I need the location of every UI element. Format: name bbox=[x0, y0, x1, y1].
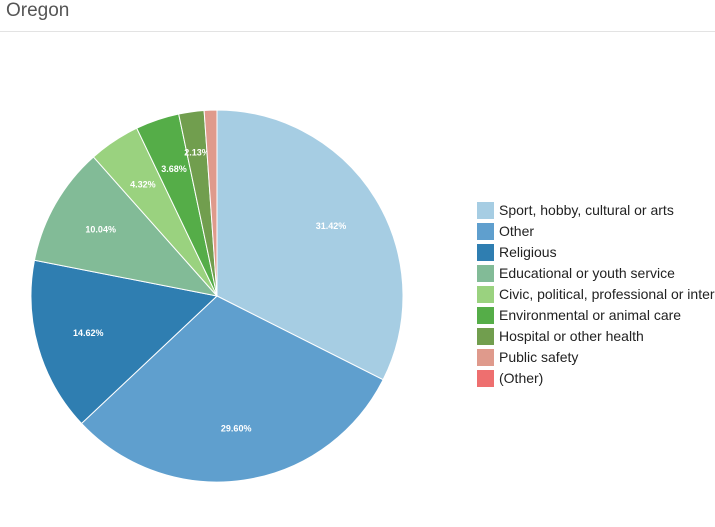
legend-swatch bbox=[477, 265, 494, 282]
legend-item-8[interactable]: (Other) bbox=[477, 368, 715, 389]
legend-swatch bbox=[477, 328, 494, 345]
legend-label: Educational or youth service bbox=[499, 265, 675, 281]
legend-swatch bbox=[477, 223, 494, 240]
legend-label: Sport, hobby, cultural or arts bbox=[499, 202, 674, 218]
legend-swatch bbox=[477, 349, 494, 366]
legend-swatch bbox=[477, 307, 494, 324]
pie-slice-7[interactable] bbox=[203, 109, 218, 297]
pie-slice-1[interactable] bbox=[80, 295, 384, 483]
legend-item-1[interactable]: Other bbox=[477, 221, 715, 242]
legend-label: Other bbox=[499, 223, 535, 239]
legend-item-5[interactable]: Environmental or animal care bbox=[477, 305, 715, 326]
slice-label-6: 2.13% bbox=[184, 147, 210, 157]
legend-label: Religious bbox=[499, 244, 557, 260]
legend-swatch bbox=[477, 370, 494, 387]
slice-label-3: 10.04% bbox=[85, 225, 116, 235]
slice-label-2: 14.62% bbox=[73, 328, 104, 338]
legend-item-4[interactable]: Civic, political, professional or intern… bbox=[477, 284, 715, 305]
header-divider bbox=[0, 31, 715, 32]
legend-label: Environmental or animal care bbox=[499, 307, 682, 323]
legend-label: Civic, political, professional or intern… bbox=[499, 286, 715, 302]
legend-item-3[interactable]: Educational or youth service bbox=[477, 263, 715, 284]
slice-label-0: 31.42% bbox=[316, 221, 347, 231]
legend-label: Public safety bbox=[499, 349, 579, 365]
page-title: Oregon bbox=[6, 0, 70, 21]
legend-label: (Other) bbox=[499, 370, 544, 386]
chart-legend: Sport, hobby, cultural or arts Other Relig… bbox=[477, 200, 715, 389]
legend-item-7[interactable]: Public safety bbox=[477, 347, 715, 368]
pie-slice-3[interactable] bbox=[33, 156, 219, 297]
legend-item-6[interactable]: Hospital or other health bbox=[477, 326, 715, 347]
slice-label-4: 4.32% bbox=[130, 179, 156, 189]
legend-swatch bbox=[477, 286, 494, 303]
pie-slice-0[interactable] bbox=[216, 109, 404, 381]
pie-slice-2[interactable] bbox=[30, 259, 219, 425]
legend-item-2[interactable]: Religious bbox=[477, 242, 715, 263]
legend-swatch bbox=[477, 202, 494, 219]
slice-label-1: 29.60% bbox=[221, 424, 252, 434]
legend-item-0[interactable]: Sport, hobby, cultural or arts bbox=[477, 200, 715, 221]
legend-label: Hospital or other health bbox=[499, 328, 644, 344]
slice-label-5: 3.68% bbox=[161, 164, 187, 174]
legend-swatch bbox=[477, 244, 494, 261]
